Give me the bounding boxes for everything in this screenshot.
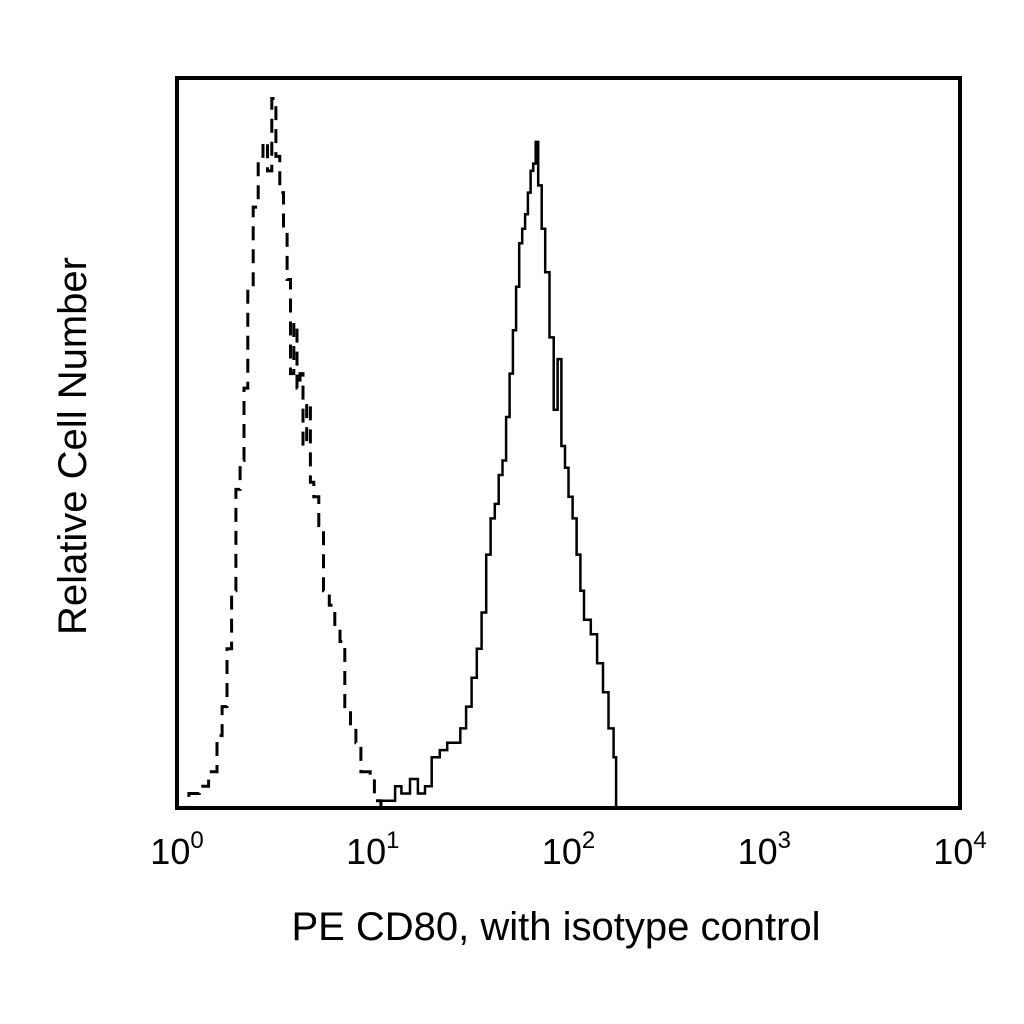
x-tick-label-3: 103	[738, 827, 791, 872]
x-axis-label: PE CD80, with isotype control	[291, 905, 820, 949]
series-dashed-0	[177, 97, 389, 810]
x-tick-label-2: 102	[542, 827, 595, 872]
series-solid-1	[372, 140, 618, 810]
plot-frame	[175, 76, 962, 810]
x-tick-labels: 100 101 102 103 104	[150, 827, 986, 872]
x-tick-label-0: 100	[150, 827, 203, 872]
x-tick-label-1: 101	[346, 827, 399, 872]
y-axis-label: Relative Cell Number	[51, 257, 95, 635]
series-layer	[177, 97, 618, 810]
x-tick-label-4: 104	[933, 827, 986, 872]
